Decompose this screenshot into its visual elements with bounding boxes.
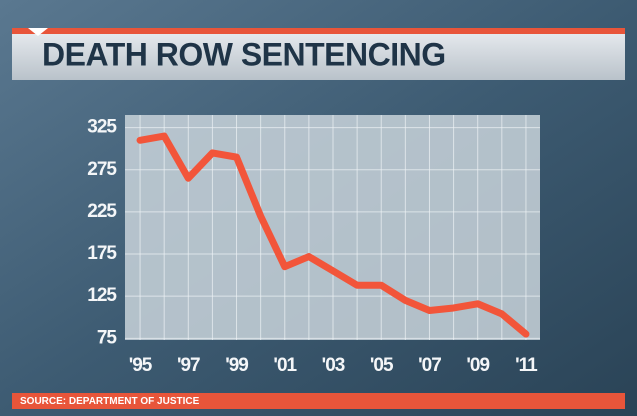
y-tick-label: 125: [87, 285, 117, 306]
title-notch: [28, 28, 48, 36]
y-tick-label: 175: [87, 243, 117, 264]
x-tick-label: '99: [225, 355, 248, 376]
x-tick-label: '01: [273, 355, 297, 376]
x-tick-label: '95: [129, 355, 153, 376]
source-bar: [12, 393, 625, 409]
x-tick-label: '05: [370, 355, 394, 376]
title-band: [12, 34, 625, 80]
x-tick-label: '11: [515, 355, 538, 376]
x-tick-label: '07: [418, 355, 441, 376]
chart-title: DEATH ROW SENTENCING: [42, 36, 446, 72]
x-tick-label: '09: [466, 355, 489, 376]
y-tick-label: 225: [87, 201, 117, 222]
title-rule: [12, 28, 625, 34]
y-tick-label: 75: [97, 327, 118, 348]
source: SOURCE: DEPARTMENT OF JUSTICE: [20, 396, 200, 407]
y-tick-label: 325: [87, 117, 117, 138]
series-line: [136, 132, 530, 338]
x-tick-label: '97: [177, 355, 200, 376]
x-tick-label: '03: [322, 355, 345, 376]
y-tick-label: 275: [87, 159, 117, 180]
